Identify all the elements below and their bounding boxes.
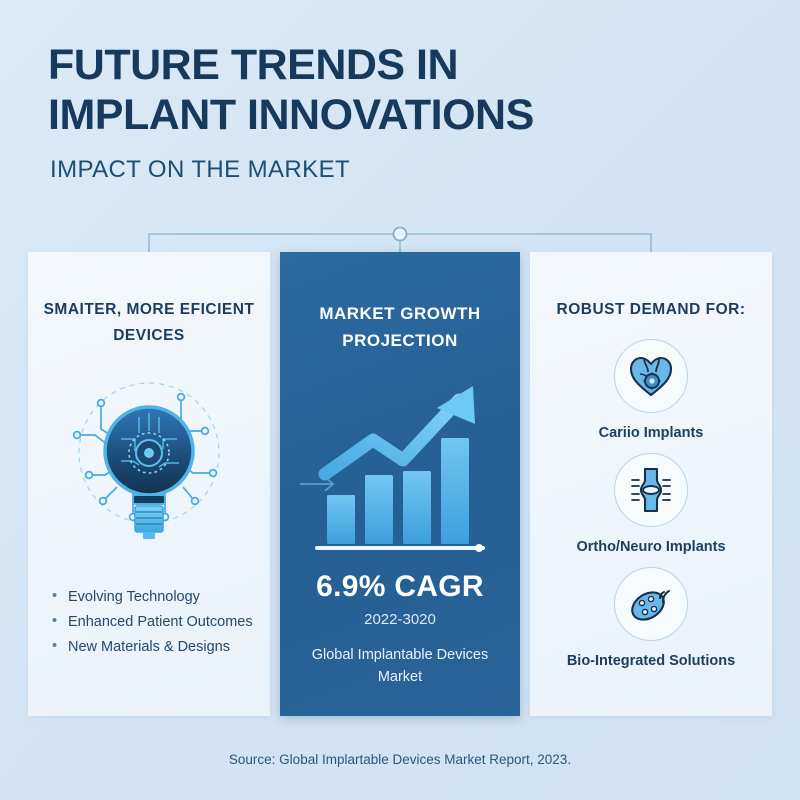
smart-bulb-circuit-icon (28, 367, 270, 542)
cagr-value: 6.9% CAGR (316, 570, 484, 603)
growth-bar-chart-arrow-icon (280, 362, 520, 562)
heart-gear-icon (614, 339, 688, 413)
knee-joint-circuit-icon (614, 453, 688, 527)
demand-item-list: Cariio Implants Ortho/Neu (530, 339, 772, 671)
demand-item-cardio[interactable]: Cariio Implants (530, 339, 772, 443)
card-smarter-devices[interactable]: SMAITER, MORE EFICIENT DEVICES (28, 252, 335, 716)
source-footer: Source: Global Implartable Devices Marke… (228, 752, 572, 767)
card-market-growth[interactable]: MARKET GROWTH PROJECTION (280, 252, 520, 716)
demand-item-label: Bio-Integrated Solutions (566, 653, 736, 669)
demand-item-label: Cariio Implants (598, 425, 704, 441)
cards-row: SMAITER, MORE EFICIENT DEVICES (28, 252, 772, 716)
card-left-heading: SMAITER, MORE EFICIENT DEVICES (43, 301, 255, 344)
cagr-description: Global Implantable Devices Market (311, 647, 489, 685)
demand-item-bio-integrated[interactable]: Bio-Integrated Solutions (530, 567, 772, 671)
card-right-heading: ROBUST DEMAND FOR: (556, 301, 746, 318)
cagr-year-range: 2022-3020 (364, 611, 436, 628)
connector-hub-node (392, 226, 408, 242)
demand-item-label: Ortho/Neuro Implants (576, 539, 726, 555)
card-robust-demand[interactable]: ROBUST DEMAND FOR: (530, 252, 772, 716)
bullet-item: Enhanced Patient Outcomes (52, 609, 253, 635)
left-card-bullet-list: Evolving Technology Enhanced Patient Out… (52, 584, 253, 660)
wireless-sensor-patch-icon (614, 567, 688, 641)
page-title: FUTURE TRENDS IN IMPLANT INNOVATIONS (48, 40, 748, 140)
bullet-item: New Materials & Designs (52, 634, 253, 660)
flow-arrow-icon (300, 476, 335, 492)
page-subtitle: IMPACT ON THE MARKET (50, 156, 351, 183)
page-header: FUTURE TRENDS IN IMPLANT INNOVATIONS IMP… (48, 40, 748, 184)
bullet-item: Evolving Technology (52, 584, 253, 610)
page-title-line-2: IMPLANT INNOVATIONS (48, 91, 534, 139)
page-title-line-1: FUTURE TRENDS IN (48, 41, 459, 89)
card-center-heading: MARKET GROWTH PROJECTION (319, 304, 481, 350)
demand-item-ortho-neuro[interactable]: Ortho/Neuro Implants (530, 453, 772, 557)
